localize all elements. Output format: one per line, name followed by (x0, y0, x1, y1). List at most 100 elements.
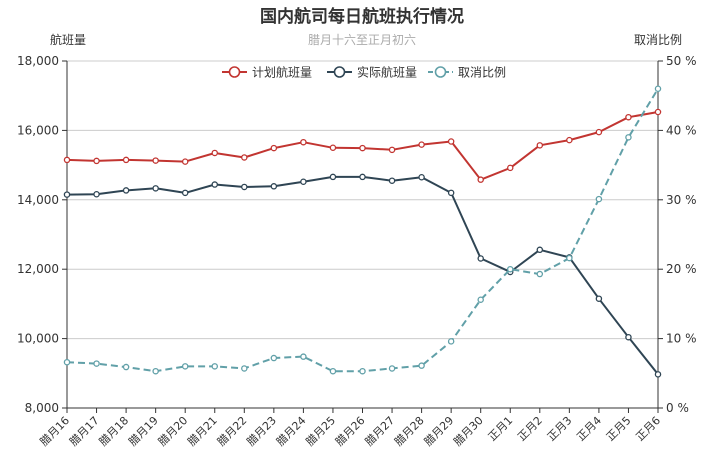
y-right-tick-label: 0 % (666, 401, 689, 415)
data-point-2 (211, 363, 218, 370)
x-tick-label: 正月6 (633, 414, 663, 444)
data-point-0 (181, 158, 189, 165)
data-point-2 (477, 296, 484, 303)
data-point-2 (63, 358, 71, 366)
data-point-0 (329, 144, 337, 151)
data-point-2 (329, 367, 337, 375)
data-point-1 (595, 295, 603, 302)
data-point-2 (506, 265, 514, 273)
axes: 8,000 0 % 10,000 10 % 12,000 20 % 14,000 30 % 16… (17, 54, 697, 449)
legend[interactable]: 计划航班量 实际航班量 取消比例 (222, 65, 506, 80)
legend-label: 取消比例 (458, 66, 506, 80)
chart-subtitle: 腊月十六至正月初六 (308, 33, 416, 47)
data-point-1 (388, 177, 396, 184)
y-right-tick-label: 50 % (666, 54, 697, 68)
x-tick-label: 正月3 (545, 414, 575, 444)
series-layer (63, 85, 662, 378)
y-right-tick-label: 40 % (666, 123, 697, 137)
x-tick-label: 腊月28 (392, 414, 427, 449)
legend-item-2[interactable]: 取消比例 (428, 66, 506, 80)
chart-title: 国内航司每日航班执行情况 (260, 6, 464, 27)
x-tick-label: 腊月26 (333, 414, 368, 449)
grid-lines (67, 60, 658, 409)
data-point-2 (566, 254, 573, 262)
y-right-tick-label: 10 % (666, 332, 697, 346)
data-point-1 (447, 189, 455, 197)
y-left-tick-label: 12,000 (17, 262, 59, 276)
data-point-2 (152, 367, 159, 375)
data-point-1 (418, 173, 425, 181)
y-right-tick-label: 20 % (666, 262, 697, 276)
data-point-2 (418, 362, 425, 369)
x-tick-label: 腊月24 (274, 414, 309, 449)
data-point-1 (211, 181, 218, 188)
data-point-1 (93, 190, 100, 198)
data-point-0 (388, 146, 396, 154)
legend-label: 计划航班量 (252, 65, 312, 80)
data-point-0 (566, 136, 573, 144)
data-point-2 (654, 85, 662, 93)
data-point-2 (181, 363, 189, 370)
series-line-1 (66, 175, 659, 375)
data-point-1 (152, 185, 159, 192)
y-left-tick-label: 18,000 (17, 54, 59, 68)
y-left-tick-label: 14,000 (17, 193, 59, 207)
data-point-1 (300, 178, 307, 186)
data-point-0 (625, 113, 632, 121)
legend-item-1[interactable]: 实际航班量 (327, 65, 417, 80)
data-point-0 (418, 141, 425, 148)
data-point-1 (477, 255, 484, 262)
data-point-1 (270, 183, 278, 190)
data-point-0 (654, 108, 662, 116)
y-left-tick-label: 8,000 (25, 401, 59, 415)
data-point-0 (595, 128, 603, 136)
x-tick-label: 腊月29 (422, 414, 457, 449)
data-point-0 (536, 142, 544, 149)
x-tick-label: 腊月19 (126, 414, 161, 449)
y-left-tick-label: 10,000 (17, 332, 59, 346)
data-point-1 (654, 371, 662, 378)
x-tick-label: 正月4 (574, 414, 604, 444)
data-point-2 (359, 367, 366, 375)
legend-symbol (333, 66, 346, 78)
data-point-2 (388, 365, 396, 372)
x-tick-label: 腊月22 (215, 414, 250, 449)
data-point-2 (122, 363, 130, 371)
data-point-0 (359, 144, 366, 152)
y-left-tick-label: 16,000 (17, 123, 59, 137)
data-point-0 (211, 149, 218, 157)
data-point-2 (447, 338, 455, 345)
data-point-1 (181, 189, 189, 197)
data-point-0 (241, 154, 248, 161)
legend-item-0[interactable]: 计划航班量 (222, 65, 312, 80)
data-point-0 (477, 176, 484, 183)
x-tick-label: 腊月30 (451, 414, 486, 449)
data-point-1 (359, 173, 366, 181)
data-point-2 (625, 134, 632, 141)
data-point-0 (270, 144, 278, 152)
y-axis-left-label: 航班量 (50, 32, 86, 47)
x-tick-label: 正月1 (486, 414, 516, 444)
y-axis-right-label: 取消比例 (634, 33, 682, 47)
data-point-0 (93, 157, 100, 165)
data-point-2 (300, 353, 307, 360)
data-point-2 (93, 360, 100, 367)
data-point-1 (536, 246, 544, 254)
data-point-2 (241, 365, 248, 372)
data-point-1 (241, 183, 248, 191)
data-point-1 (122, 187, 130, 194)
x-tick-label: 正月5 (604, 414, 634, 444)
data-point-2 (536, 270, 544, 278)
x-tick-label: 腊月18 (97, 414, 132, 449)
data-point-1 (63, 191, 71, 198)
legend-symbol (434, 66, 447, 78)
data-point-1 (329, 173, 337, 181)
data-point-1 (625, 333, 632, 341)
x-tick-label: 腊月20 (156, 414, 191, 449)
data-point-0 (63, 156, 71, 164)
y-right-tick-label: 30 % (666, 193, 697, 207)
data-point-0 (300, 138, 307, 146)
data-point-2 (595, 195, 603, 203)
